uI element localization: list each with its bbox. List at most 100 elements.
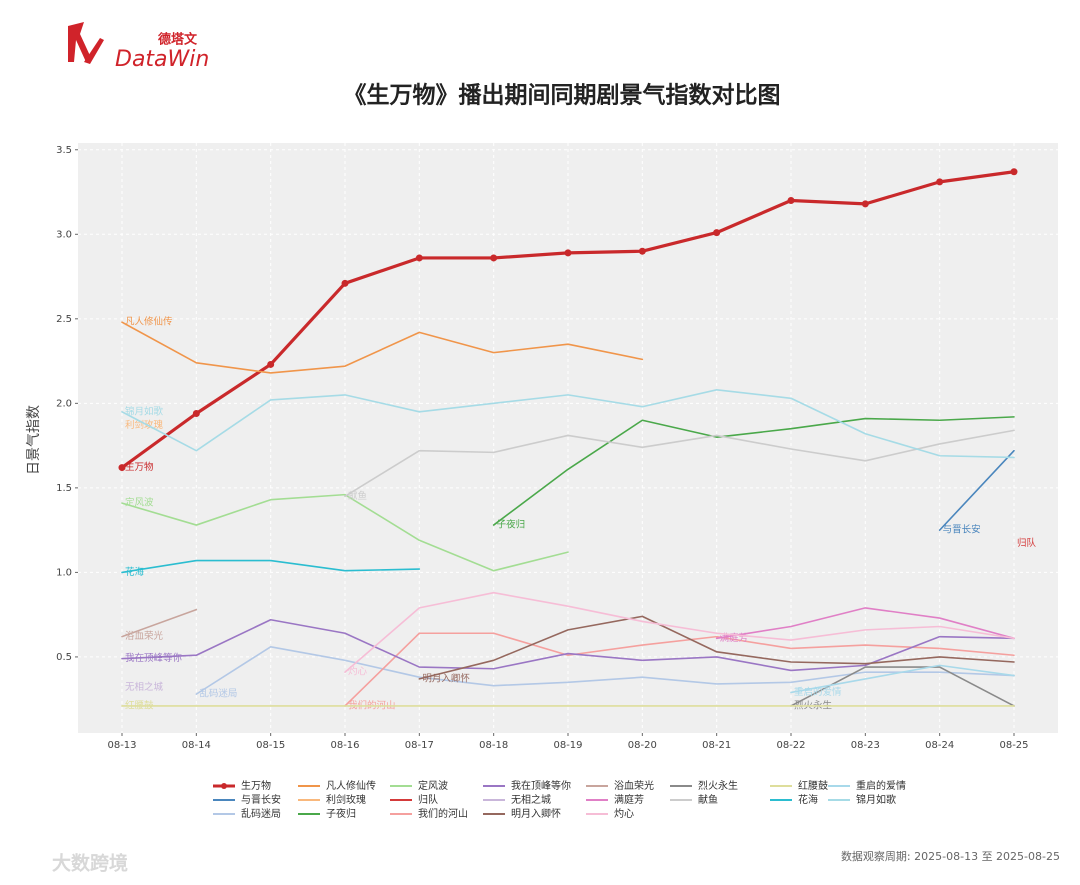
y-tick-label: 3.5 (56, 145, 72, 156)
series-marker (341, 279, 349, 287)
legend-label: 献鱼 (698, 793, 718, 806)
y-tick-label: 2.0 (56, 398, 72, 409)
x-tick-label: 08-20 (628, 740, 657, 751)
series-label: 无相之城 (125, 681, 164, 693)
legend-label: 明月入卿怀 (511, 808, 561, 820)
x-tick-label: 08-16 (330, 740, 359, 751)
legend-label: 利剑玫瑰 (326, 793, 366, 806)
series-line (344, 632, 1015, 707)
series-marker (192, 409, 200, 417)
legend-label: 灼心 (614, 807, 634, 820)
chart-title: 《生万物》播出期间同期剧景气指数对比图 (344, 82, 781, 109)
x-tick-label: 08-15 (256, 740, 285, 751)
series-marker (1010, 168, 1018, 176)
series-label: 献鱼 (348, 490, 367, 502)
series-marker (936, 178, 944, 186)
legend-label: 满庭芳 (614, 793, 644, 806)
series-label: 重启的爱情 (794, 686, 842, 698)
series-label: 归队 (1017, 537, 1037, 549)
series-line (938, 449, 1015, 531)
x-tick-label: 08-17 (405, 740, 434, 751)
watermark: 大数跨境 (52, 852, 128, 875)
series-line (715, 607, 1015, 640)
series-label: 明月入卿怀 (422, 672, 470, 684)
series-label: 花海 (125, 566, 145, 578)
legend-label: 重启的爱情 (856, 779, 906, 792)
series-line (344, 591, 1015, 673)
series-line (121, 618, 1015, 672)
series-line (790, 664, 1015, 694)
series-label: 乱码迷局 (199, 688, 237, 700)
x-tick-label: 08-22 (776, 740, 805, 751)
logo-cn: 德塔文 (158, 32, 198, 48)
series-line (492, 416, 1015, 526)
series-label: 定风波 (125, 497, 154, 509)
series-line (790, 666, 1015, 707)
series-line (121, 493, 569, 572)
series-marker (638, 247, 646, 255)
y-tick-label: 0.5 (56, 652, 72, 663)
x-tick-label: 08-21 (702, 740, 731, 751)
series-marker (415, 254, 423, 262)
series-label: 我在顶峰等你 (125, 652, 183, 664)
series-label: 灼心 (348, 666, 368, 678)
legend-label: 凡人修仙传 (326, 779, 376, 792)
series-marker (118, 464, 126, 472)
legend-label: 生万物 (241, 779, 271, 792)
legend-label: 红腰鼓 (798, 779, 828, 792)
legend-label: 与晋长安 (241, 793, 281, 806)
logo-mark (84, 38, 104, 64)
series-line (121, 608, 198, 638)
series-line (344, 429, 1015, 498)
series-marker (787, 196, 795, 204)
legend-label: 浴血荣光 (614, 779, 654, 792)
series-line (195, 645, 1015, 695)
series-line (121, 389, 1015, 459)
series-label: 凡人修仙传 (125, 316, 173, 328)
series-label: 与晋长安 (943, 524, 981, 536)
logo-en: DataWin (115, 47, 209, 72)
legend-label: 花海 (798, 793, 818, 806)
series-marker (861, 200, 869, 208)
legend-marker (221, 783, 227, 789)
legend-label: 归队 (418, 793, 438, 806)
series-label: 生万物 (125, 461, 154, 473)
x-tick-label: 08-24 (925, 740, 954, 751)
series-line (121, 321, 644, 374)
x-tick-label: 08-25 (999, 740, 1028, 751)
series-label: 锦月如歌 (125, 405, 164, 417)
logo: 德塔文 DataWin (68, 22, 209, 72)
legend-label: 乱码迷局 (241, 808, 281, 820)
legend-label: 无相之城 (511, 793, 551, 806)
series-label: 红腰鼓 (125, 699, 154, 711)
legend-label: 烈火永生 (698, 779, 738, 792)
y-tick-label: 3.0 (56, 229, 72, 240)
series-label: 利剑玫瑰 (125, 419, 164, 431)
x-tick-label: 08-19 (553, 740, 582, 751)
series-marker (713, 229, 721, 237)
x-tick-label: 08-13 (107, 740, 136, 751)
series-label: 浴血荣光 (125, 630, 164, 642)
y-tick-label: 1.0 (56, 567, 72, 578)
series-marker (490, 254, 498, 262)
series-line (418, 615, 1015, 680)
legend-label: 子夜归 (326, 807, 356, 820)
legend-label: 锦月如歌 (856, 793, 896, 806)
series-line (121, 559, 421, 574)
legend-label: 我们的河山 (418, 807, 468, 820)
y-tick-label: 1.5 (56, 483, 72, 494)
x-tick-label: 08-23 (851, 740, 880, 751)
footer: 数据观察周期: 2025-08-13 至 2025-08-25 (841, 849, 1060, 863)
legend-label: 我在顶峰等你 (511, 779, 571, 792)
series-marker (564, 249, 572, 257)
y-axis-label: 日景气指数 (26, 405, 42, 475)
series-marker (267, 360, 275, 368)
legend-label: 定风波 (418, 779, 448, 792)
y-tick-label: 2.5 (56, 314, 72, 325)
logo-mark (68, 22, 92, 62)
x-tick-label: 08-18 (479, 740, 508, 751)
series-label: 子夜归 (497, 519, 526, 531)
x-tick-label: 08-14 (182, 740, 211, 751)
